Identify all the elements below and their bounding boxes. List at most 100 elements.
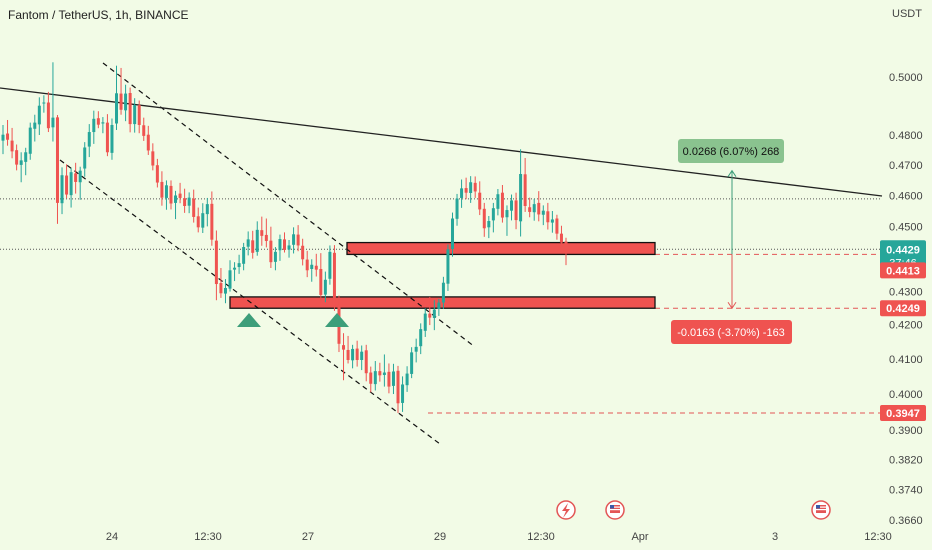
candle-body: [414, 346, 418, 352]
y-tick-label: 0.5000: [889, 72, 923, 84]
candle-body: [342, 345, 346, 350]
candle-body: [510, 200, 514, 211]
candle-body: [214, 240, 218, 285]
candle-body: [160, 181, 164, 198]
candle-body: [119, 93, 123, 110]
candle-body: [164, 185, 168, 198]
measure-down-box: [671, 320, 792, 344]
x-tick-label: 12:30: [864, 531, 892, 543]
x-tick-label: 3: [772, 531, 778, 543]
candle-body: [410, 352, 414, 374]
price-axis: 0.5000 0.4800 0.4700 0.4600 0.4500 0.4300 0.42…: [880, 72, 926, 527]
y-tick-label: 0.3900: [889, 425, 923, 437]
flag-event-icon[interactable]: [605, 500, 625, 520]
candle-body: [473, 182, 477, 192]
measure-up-label: 0.0268 (6.07%) 268: [683, 146, 780, 158]
y-tick-label: 0.3740: [889, 485, 923, 497]
candle-body: [78, 170, 82, 183]
y-tick-label: 0.4500: [889, 222, 923, 234]
candle-body: [264, 234, 268, 241]
candle-body: [133, 105, 137, 125]
candle-body: [196, 216, 200, 228]
y-tick-label: 0.3820: [889, 454, 923, 466]
y-tick-label: 0.4300: [889, 286, 923, 298]
candle-body: [351, 348, 355, 361]
candle-body: [550, 219, 554, 223]
candle-body: [428, 313, 432, 318]
candle-body: [251, 240, 255, 253]
y-tick-label: 0.4700: [889, 160, 923, 172]
candle-body: [523, 174, 527, 207]
candle-body: [419, 329, 423, 347]
candle-body: [360, 351, 364, 360]
candle-body: [210, 203, 214, 240]
last-price-label: 0.4429: [886, 244, 920, 256]
x-tick-label: 24: [106, 531, 118, 543]
candle-body: [528, 207, 532, 212]
measure-up-box: [678, 139, 784, 163]
candle-body: [441, 282, 445, 303]
candle-body: [482, 208, 486, 229]
measure-up-arrow: [727, 169, 737, 177]
measure-down-arrow: [727, 301, 737, 310]
candle-body: [24, 152, 28, 162]
candle-body: [469, 182, 473, 193]
candle-body: [28, 127, 32, 154]
candle-body: [96, 118, 100, 125]
candle-body: [110, 124, 114, 153]
candle-body: [10, 140, 14, 152]
candle-body: [487, 221, 491, 228]
candle-body: [450, 218, 454, 249]
candle-body: [519, 174, 523, 222]
candle-body: [378, 371, 382, 376]
candle-body: [219, 283, 223, 294]
candle-body: [255, 229, 259, 252]
lightning-event-icon[interactable]: [556, 500, 576, 520]
x-tick-label: 27: [302, 531, 314, 543]
support-marker-2: [325, 313, 349, 327]
candle-body: [137, 105, 141, 125]
candle-body: [87, 132, 91, 147]
candle-body: [233, 267, 237, 270]
candle-body: [564, 241, 568, 250]
level_mid-label: 0.4249: [886, 303, 920, 315]
candle-body: [42, 102, 46, 104]
candle-body: [19, 160, 23, 165]
candle-body: [273, 251, 277, 262]
level_low-tag: [880, 404, 926, 421]
candle-body: [246, 239, 250, 247]
candle-body: [105, 122, 109, 153]
candle-body: [55, 117, 59, 203]
candle-body: [391, 371, 395, 386]
candle-body: [314, 265, 318, 270]
trend-channel: [0, 62, 883, 445]
candle-body: [478, 192, 482, 210]
candle-body: [46, 102, 50, 129]
measurements: 0.0268 (6.07%) 268 -0.0163 (-3.70%) -163: [671, 139, 792, 344]
candle-body: [37, 105, 41, 125]
symbol-title: Fantom / TetherUS, 1h, BINANCE: [8, 8, 189, 22]
candle-body: [146, 134, 150, 151]
candle-body: [278, 239, 282, 251]
flag-event-icon-2[interactable]: [811, 500, 831, 520]
candle-body: [364, 350, 368, 374]
candle-body: [228, 270, 232, 289]
y-tick-label: 0.4200: [889, 320, 923, 332]
measure-down-label: -0.0163 (-3.70%) -163: [677, 327, 785, 339]
candle-body: [292, 234, 296, 245]
x-tick-label: Apr: [631, 531, 648, 543]
candle-body: [555, 218, 559, 234]
candle-body: [541, 210, 545, 215]
reference-lines: [0, 198, 880, 414]
y-tick-label: 0.4100: [889, 354, 923, 366]
candle-body: [387, 371, 391, 387]
candle-body: [33, 122, 37, 129]
candle-body: [174, 195, 178, 203]
candle-body: [546, 211, 550, 223]
candle-body: [437, 302, 441, 309]
y-tick-label: 0.4000: [889, 389, 923, 401]
y-tick-label: 0.3660: [889, 515, 923, 527]
candle-body: [401, 384, 405, 403]
